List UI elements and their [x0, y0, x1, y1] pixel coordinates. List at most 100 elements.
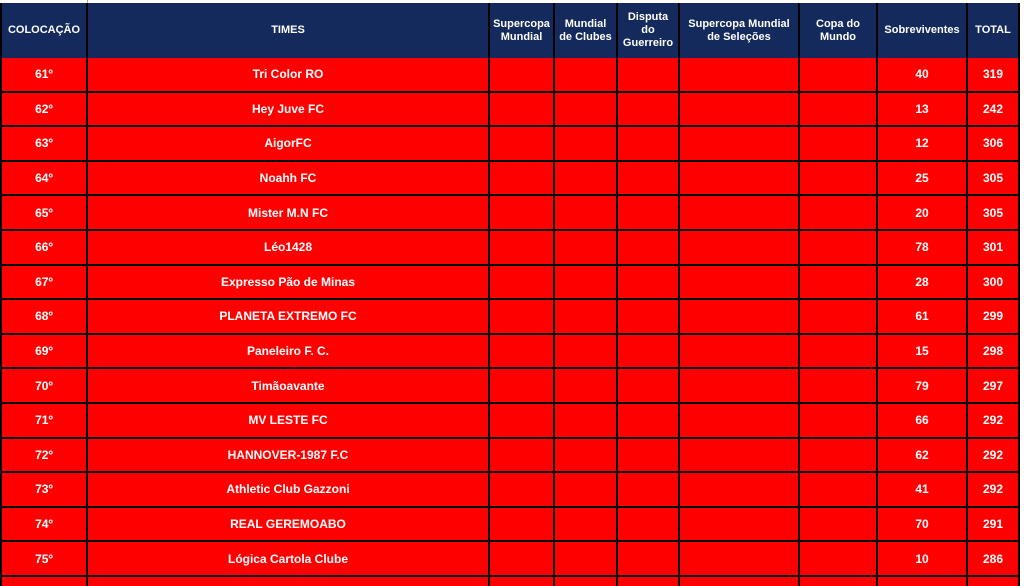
cell-team: Mister M.N FC — [88, 196, 490, 229]
cell-mundial-de-clubes — [555, 438, 618, 472]
gridline-tick — [87, 0, 88, 3]
cell-sobreviventes: 41 — [878, 473, 968, 506]
cell-sobreviventes: 10 — [878, 542, 968, 575]
cell-mundial-de-clubes — [555, 369, 618, 402]
cell-copa-do-mundo — [800, 542, 878, 575]
cell-supercopa-mundial — [490, 507, 555, 541]
cell-colocacao: 64º — [2, 161, 88, 195]
cell-colocacao: 68º — [2, 300, 88, 333]
cell-total: 291 — [968, 507, 1020, 541]
cell-total: 305 — [968, 161, 1020, 195]
cell-colocacao: 65º — [2, 196, 88, 229]
table-row: 67º Expresso Pão de Minas 28 300 — [2, 265, 1020, 301]
cell-team: Expresso Pão de Minas — [88, 265, 490, 299]
cell-colocacao: 62º — [2, 92, 88, 126]
cell-copa-do-mundo — [800, 161, 878, 195]
cell-team: HANNOVER-1987 F.C — [88, 438, 490, 472]
cell-supercopa-mundial — [490, 542, 555, 575]
cell-total: 297 — [968, 369, 1020, 402]
cell-total: 292 — [968, 438, 1020, 472]
cell-total: 292 — [968, 403, 1020, 437]
cell-total: 301 — [968, 230, 1020, 264]
cell-disputa-do-guerreiro — [618, 58, 680, 91]
cell-total: 292 — [968, 473, 1020, 506]
cell-supercopa-mundial — [490, 58, 555, 91]
cell-mundial-de-clubes — [555, 507, 618, 541]
cell-copa-do-mundo — [800, 403, 878, 437]
cell-mundial-de-clubes — [555, 403, 618, 437]
cell-supercopa-mundial — [490, 438, 555, 472]
cell-copa-do-mundo — [800, 438, 878, 472]
cell-copa-do-mundo — [800, 473, 878, 506]
cell-colocacao: 74º — [2, 507, 88, 541]
cell-mundial-de-clubes — [555, 58, 618, 91]
cell-copa-do-mundo — [800, 196, 878, 229]
cell-total: 319 — [968, 58, 1020, 91]
top-gridline-strip — [0, 0, 1024, 3]
cell-colocacao: 70º — [2, 369, 88, 402]
cell-disputa-do-guerreiro — [618, 92, 680, 126]
cell-colocacao: 71º — [2, 403, 88, 437]
table-row: 75º Lógica Cartola Clube 10 286 — [2, 542, 1020, 577]
cell-supercopa-mundial — [490, 265, 555, 299]
partial-cell — [968, 576, 1020, 586]
cell-team: MV LESTE FC — [88, 403, 490, 437]
cell-supercopa-mundial-de-selecoes — [680, 265, 800, 299]
cell-supercopa-mundial-de-selecoes — [680, 473, 800, 506]
cell-total: 298 — [968, 334, 1020, 368]
partial-cell — [2, 576, 88, 586]
cell-team: Timãoavante — [88, 369, 490, 402]
cell-sobreviventes: 78 — [878, 230, 968, 264]
cell-sobreviventes: 13 — [878, 92, 968, 126]
cell-sobreviventes: 66 — [878, 403, 968, 437]
cell-disputa-do-guerreiro — [618, 542, 680, 575]
cell-copa-do-mundo — [800, 369, 878, 402]
header-supercopa-mundial: Supercopa Mundial — [490, 3, 555, 58]
cell-copa-do-mundo — [800, 230, 878, 264]
cell-mundial-de-clubes — [555, 161, 618, 195]
cell-mundial-de-clubes — [555, 265, 618, 299]
cell-team: Hey Juve FC — [88, 92, 490, 126]
cell-disputa-do-guerreiro — [618, 473, 680, 506]
cell-supercopa-mundial — [490, 196, 555, 229]
header-mundial-de-clubes: Mundial de Clubes — [555, 3, 618, 58]
cell-sobreviventes: 25 — [878, 161, 968, 195]
cell-supercopa-mundial-de-selecoes — [680, 438, 800, 472]
cell-team: Tri Color RO — [88, 58, 490, 91]
cell-disputa-do-guerreiro — [618, 334, 680, 368]
cell-supercopa-mundial-de-selecoes — [680, 196, 800, 229]
table-row: 71º MV LESTE FC 66 292 — [2, 403, 1020, 439]
cell-copa-do-mundo — [800, 127, 878, 160]
cell-disputa-do-guerreiro — [618, 369, 680, 402]
cell-disputa-do-guerreiro — [618, 403, 680, 437]
header-supercopa-mundial-de-selecoes: Supercopa Mundial de Seleções — [680, 3, 800, 58]
cell-sobreviventes: 40 — [878, 58, 968, 91]
cell-copa-do-mundo — [800, 334, 878, 368]
table-row: 62º Hey Juve FC 13 242 — [2, 92, 1020, 128]
cell-disputa-do-guerreiro — [618, 161, 680, 195]
table-row: 61º Tri Color RO 40 319 — [2, 58, 1020, 93]
cell-disputa-do-guerreiro — [618, 265, 680, 299]
cell-sobreviventes: 20 — [878, 196, 968, 229]
cell-sobreviventes: 12 — [878, 127, 968, 160]
cell-sobreviventes: 62 — [878, 438, 968, 472]
cell-copa-do-mundo — [800, 58, 878, 91]
cell-supercopa-mundial-de-selecoes — [680, 334, 800, 368]
table-body: 61º Tri Color RO 40 319 62º Hey Juve FC … — [2, 58, 1020, 577]
cell-supercopa-mundial — [490, 369, 555, 402]
cell-total: 305 — [968, 196, 1020, 229]
cell-mundial-de-clubes — [555, 334, 618, 368]
cell-supercopa-mundial — [490, 334, 555, 368]
table-row: 65º Mister M.N FC 20 305 — [2, 196, 1020, 231]
cell-supercopa-mundial-de-selecoes — [680, 542, 800, 575]
cell-supercopa-mundial-de-selecoes — [680, 127, 800, 160]
cell-mundial-de-clubes — [555, 92, 618, 126]
partial-cell — [800, 576, 878, 586]
table-row: 66º Léo1428 78 301 — [2, 230, 1020, 266]
cell-colocacao: 66º — [2, 230, 88, 264]
partial-cell — [618, 576, 680, 586]
cell-copa-do-mundo — [800, 300, 878, 333]
header-sobreviventes: Sobreviventes — [878, 3, 968, 58]
cell-copa-do-mundo — [800, 92, 878, 126]
